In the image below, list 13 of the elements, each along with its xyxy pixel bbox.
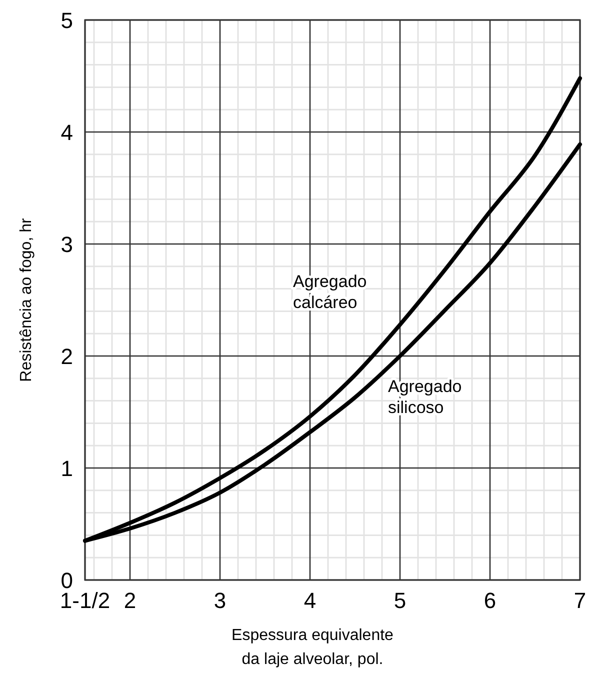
- x-axis-title: Espessura equivalente da laje alveolar, pol.: [232, 627, 394, 668]
- y-tick-label: 1: [60, 456, 73, 481]
- x-tick-label: 4: [304, 588, 316, 613]
- x-tick-label: 6: [484, 588, 496, 613]
- x-tick-label: 5: [394, 588, 406, 613]
- x-tick-label: 3: [214, 588, 226, 613]
- y-tick-label: 3: [60, 232, 73, 257]
- y-tick-label: 2: [60, 344, 73, 369]
- y-tick-label: 5: [60, 8, 73, 33]
- x-tick-label: 2: [124, 588, 136, 613]
- y-tick-label: 4: [60, 120, 73, 145]
- y-axis-title: Resistência ao fogo, hr: [18, 218, 35, 382]
- x-tick-label: 7: [574, 588, 586, 613]
